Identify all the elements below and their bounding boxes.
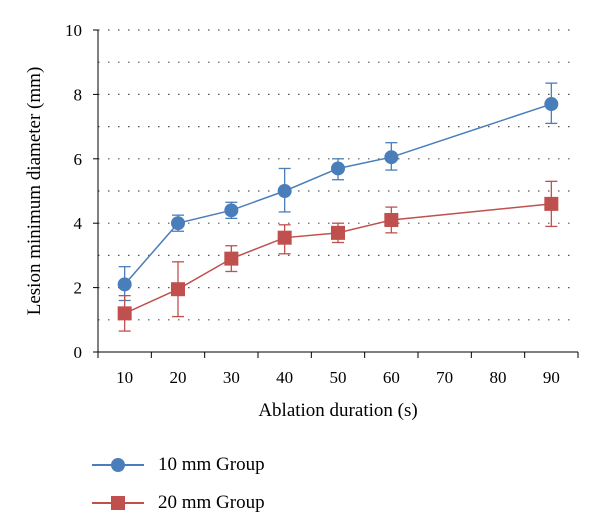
x-tick-label: 20 [170, 368, 187, 387]
x-tick-label: 70 [436, 368, 453, 387]
axes [93, 29, 579, 358]
series-1 [117, 82, 559, 302]
legend: 10 mm Group 20 mm Group [92, 446, 265, 522]
y-tick-label: 4 [74, 214, 83, 233]
y-tick-label: 0 [74, 343, 83, 362]
y-tick-label: 8 [74, 85, 83, 104]
y-tick-label: 2 [74, 279, 83, 298]
series-line [124, 103, 552, 285]
data-point [384, 150, 399, 165]
legend-label-10mm: 10 mm Group [158, 454, 265, 475]
data-point [171, 282, 185, 297]
x-tick-label: 50 [330, 368, 347, 387]
series-2 [117, 180, 559, 332]
x-tick-label: 10 [116, 368, 133, 387]
data-point [544, 97, 559, 112]
data-point [544, 196, 559, 211]
data-point [224, 203, 239, 218]
x-axis-title: Ablation duration (s) [258, 400, 417, 421]
series-layer [117, 82, 559, 332]
data-point [117, 277, 132, 292]
x-tick-label: 60 [383, 368, 400, 387]
data-point [117, 306, 132, 321]
y-tick-label: 10 [65, 21, 82, 40]
y-axis-title: Lesion minimum diameter (mm) [24, 67, 45, 316]
data-point [224, 251, 239, 266]
x-tick-label: 80 [490, 368, 507, 387]
data-point [384, 212, 399, 227]
legend-item-10mm: 10 mm Group [92, 446, 265, 484]
data-point [277, 184, 292, 198]
x-tick-label: 90 [543, 368, 560, 387]
x-tick-label: 30 [223, 368, 240, 387]
legend-item-20mm: 20 mm Group [92, 484, 265, 522]
y-tick-label: 6 [74, 150, 83, 169]
x-tick-label: 40 [276, 368, 293, 387]
tick-labels: 0 2 4 6 8 10 10 20 30 40 50 60 70 80 90 [65, 21, 560, 387]
data-point [331, 225, 345, 240]
legend-swatch-circle [92, 455, 144, 475]
data-point [277, 230, 292, 245]
legend-label-20mm: 20 mm Group [158, 492, 265, 513]
data-point [171, 216, 185, 231]
data-point [331, 161, 345, 176]
legend-swatch-square [92, 493, 144, 513]
